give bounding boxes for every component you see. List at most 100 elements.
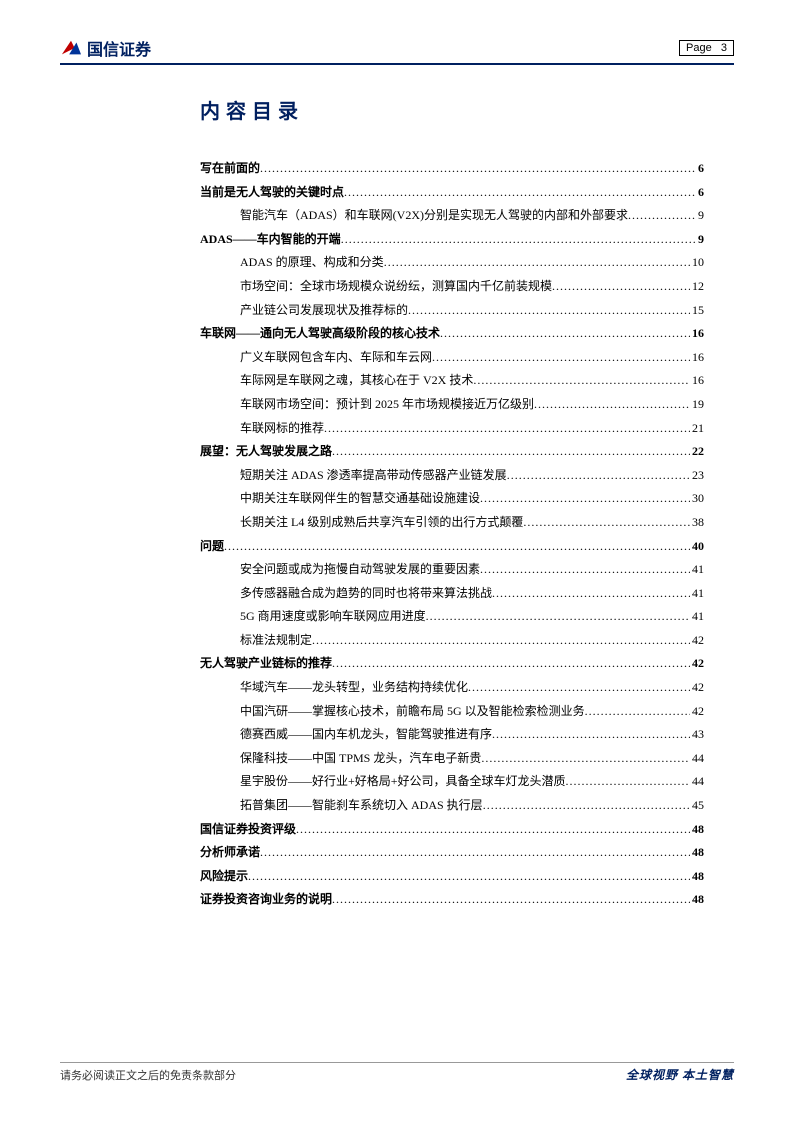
toc-entry-page: 43 (690, 725, 704, 744)
toc-entry[interactable]: 多传感器融合成为趋势的同时也将带来算法挑战41 (200, 584, 704, 603)
toc-entry[interactable]: ADAS——车内智能的开端 9 (200, 230, 704, 249)
toc-dots (492, 584, 690, 603)
toc-entry[interactable]: 无人驾驶产业链标的推荐42 (200, 654, 704, 673)
toc-entry-label: 中期关注车联网伴生的智慧交通基础设施建设 (240, 489, 480, 508)
toc-entry[interactable]: 德赛西威——国内车机龙头，智能驾驶推进有序43 (200, 725, 704, 744)
toc-body: 写在前面的6 当前是无人驾驶的关键时点 6 智能汽车（ADAS）和车联网(V2X)分别… (200, 159, 704, 909)
toc-entry[interactable]: 展望：无人驾驶发展之路 22 (200, 442, 704, 461)
toc-entry-label: 中国汽研——掌握核心技术，前瞻布局 5G 以及智能检索检测业务 (240, 702, 585, 721)
toc-entry[interactable]: 标准法规制定42 (200, 631, 704, 650)
page-number: 3 (721, 42, 727, 54)
toc-entry-page: 45 (690, 796, 704, 815)
toc-dots (341, 230, 696, 249)
toc-entry-label: ADAS 的原理、构成和分类 (240, 253, 384, 272)
toc-entry-label: 拓普集团——智能刹车系统切入 ADAS 执行层 (240, 796, 483, 815)
toc-entry-page: 22 (690, 442, 704, 461)
toc-entry[interactable]: 保隆科技——中国 TPMS 龙头，汽车电子新贵44 (200, 749, 704, 768)
toc-dots (260, 159, 696, 178)
toc-entry-page: 42 (690, 631, 704, 650)
toc-title: 内容目录 (200, 95, 704, 124)
toc-entry[interactable]: 长期关注 L4 级别成熟后共享汽车引领的出行方式颠覆 38 (200, 513, 704, 532)
toc-entry-page: 10 (690, 253, 704, 272)
toc-entry[interactable]: 广义车联网包含车内、车际和车云网16 (200, 348, 704, 367)
toc-entry[interactable]: 写在前面的6 (200, 159, 704, 178)
toc-entry-page: 48 (690, 843, 704, 862)
toc-dots (534, 395, 690, 414)
toc-dots (248, 867, 690, 886)
toc-entry-label: 车际网是车联网之魂，其核心在于 V2X 技术 (240, 371, 473, 390)
toc-dots (585, 702, 690, 721)
toc-entry[interactable]: 车联网——通向无人驾驶高级阶段的核心技术16 (200, 324, 704, 343)
toc-entry[interactable]: 问题 40 (200, 537, 704, 556)
toc-dots (312, 631, 690, 650)
toc-entry-label: ADAS——车内智能的开端 (200, 230, 341, 249)
toc-entry-page: 42 (690, 654, 704, 673)
toc-entry-page: 40 (690, 537, 704, 556)
toc-dots (552, 277, 690, 296)
toc-entry[interactable]: 产业链公司发展现状及推荐标的 15 (200, 301, 704, 320)
toc-entry[interactable]: 华域汽车——龙头转型，业务结构持续优化42 (200, 678, 704, 697)
toc-entry[interactable]: 安全问题或成为拖慢自动驾驶发展的重要因素41 (200, 560, 704, 579)
toc-entry[interactable]: 车联网市场空间：预计到 2025 年市场规模接近万亿级别19 (200, 395, 704, 414)
toc-dots (483, 796, 690, 815)
toc-entry[interactable]: 中国汽研——掌握核心技术，前瞻布局 5G 以及智能检索检测业务42 (200, 702, 704, 721)
toc-dots (408, 301, 690, 320)
toc-entry-label: 长期关注 L4 级别成熟后共享汽车引领的出行方式颠覆 (240, 513, 523, 532)
toc-entry[interactable]: 市场空间：全球市场规模众说纷纭，测算国内千亿前装规模12 (200, 277, 704, 296)
disclaimer-note: 请务必阅读正文之后的免责条款部分 (60, 1067, 236, 1083)
toc-entry-page: 44 (690, 749, 704, 768)
toc-entry-label: 当前是无人驾驶的关键时点 (200, 183, 344, 202)
toc-entry[interactable]: 智能汽车（ADAS）和车联网(V2X)分别是实现无人驾驶的内部和外部要求9 (200, 206, 704, 225)
logo-icon (60, 38, 82, 58)
toc-entry[interactable]: 风险提示48 (200, 867, 704, 886)
toc-entry-label: 问题 (200, 537, 224, 556)
toc-entry-page: 9 (696, 230, 704, 249)
toc-entry-label: 展望：无人驾驶发展之路 (200, 442, 332, 461)
toc-dots (324, 419, 690, 438)
toc-entry-label: 智能汽车（ADAS）和车联网(V2X)分别是实现无人驾驶的内部和外部要求 (240, 206, 628, 225)
toc-entry[interactable]: 证券投资咨询业务的说明48 (200, 890, 704, 909)
toc-entry-label: 华域汽车——龙头转型，业务结构持续优化 (240, 678, 468, 697)
toc-entry[interactable]: 拓普集团——智能刹车系统切入 ADAS 执行层 45 (200, 796, 704, 815)
toc-entry[interactable]: 车际网是车联网之魂，其核心在于 V2X 技术16 (200, 371, 704, 390)
toc-dots (296, 820, 690, 839)
toc-entry-page: 16 (690, 324, 704, 343)
toc-entry[interactable]: ADAS 的原理、构成和分类 10 (200, 253, 704, 272)
toc-entry[interactable]: 5G 商用速度或影响车联网应用进度41 (200, 607, 704, 626)
toc-entry-label: 短期关注 ADAS 渗透率提高带动传感器产业链发展 (240, 466, 507, 485)
toc-entry-label: 星宇股份——好行业+好格局+好公司，具备全球车灯龙头潜质 (240, 772, 566, 791)
toc-entry[interactable]: 分析师承诺48 (200, 843, 704, 862)
toc-entry-page: 15 (690, 301, 704, 320)
toc-dots (332, 442, 690, 461)
toc-entry-page: 6 (696, 183, 704, 202)
toc-entry[interactable]: 车联网标的推荐 21 (200, 419, 704, 438)
toc-entry[interactable]: 当前是无人驾驶的关键时点 6 (200, 183, 704, 202)
toc-entry-page: 41 (690, 584, 704, 603)
toc-dots (432, 348, 690, 367)
toc-entry[interactable]: 国信证券投资评级48 (200, 820, 704, 839)
toc-entry-page: 38 (690, 513, 704, 532)
toc-dots (384, 253, 690, 272)
logo-group: 国信证券 (60, 36, 151, 60)
toc-dots (628, 206, 696, 225)
toc-entry-label: 车联网标的推荐 (240, 419, 324, 438)
toc-entry[interactable]: 短期关注 ADAS 渗透率提高带动传感器产业链发展 23 (200, 466, 704, 485)
toc-entry-page: 23 (690, 466, 704, 485)
toc-dots (332, 890, 690, 909)
toc-dots (473, 371, 690, 390)
toc-dots (440, 324, 690, 343)
toc-entry-label: 车联网市场空间：预计到 2025 年市场规模接近万亿级别 (240, 395, 534, 414)
toc-dots (523, 513, 690, 532)
toc-dots (492, 725, 690, 744)
footer: 请务必阅读正文之后的免责条款部分 全球视野 本土智慧 (60, 1062, 734, 1083)
toc-entry-page: 21 (690, 419, 704, 438)
toc-entry[interactable]: 中期关注车联网伴生的智慧交通基础设施建设30 (200, 489, 704, 508)
toc-entry[interactable]: 星宇股份——好行业+好格局+好公司，具备全球车灯龙头潜质44 (200, 772, 704, 791)
page-indicator: Page 3 (679, 40, 734, 56)
toc-entry-label: 产业链公司发展现状及推荐标的 (240, 301, 408, 320)
toc-dots (480, 560, 690, 579)
toc-entry-label: 证券投资咨询业务的说明 (200, 890, 332, 909)
toc-dots (468, 678, 690, 697)
footer-slogan: 全球视野 本土智慧 (626, 1066, 734, 1083)
content-area: 内容目录 写在前面的6 当前是无人驾驶的关键时点 6 智能汽车（ADAS）和车联网(V… (200, 95, 704, 914)
